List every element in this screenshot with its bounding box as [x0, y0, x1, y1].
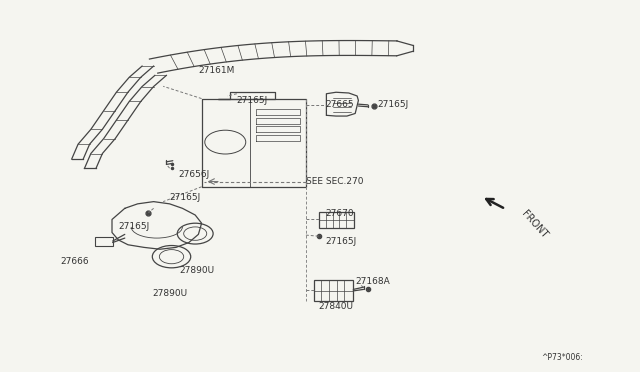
Text: 27168A: 27168A — [355, 278, 390, 286]
Text: 27165J: 27165J — [378, 100, 409, 109]
Bar — [319, 212, 354, 228]
Text: 27890U: 27890U — [152, 289, 188, 298]
Text: 27665: 27665 — [325, 100, 354, 109]
Text: 27666: 27666 — [61, 257, 90, 266]
Text: 27165J: 27165J — [237, 96, 268, 105]
Text: 27890U: 27890U — [179, 266, 214, 275]
Text: 27656J: 27656J — [178, 170, 209, 179]
Text: 27840U: 27840U — [319, 302, 354, 311]
Text: 27161M: 27161M — [198, 66, 235, 75]
Text: ^P73*006:: ^P73*006: — [541, 353, 582, 362]
Text: 27165J: 27165J — [170, 193, 201, 202]
Text: 27165J: 27165J — [325, 237, 356, 246]
Text: 27165J: 27165J — [118, 222, 150, 231]
Text: SEE SEC.270: SEE SEC.270 — [306, 177, 364, 186]
Bar — [314, 280, 353, 301]
Text: FRONT: FRONT — [520, 208, 550, 240]
Bar — [95, 237, 113, 246]
Text: 27670: 27670 — [325, 209, 354, 218]
